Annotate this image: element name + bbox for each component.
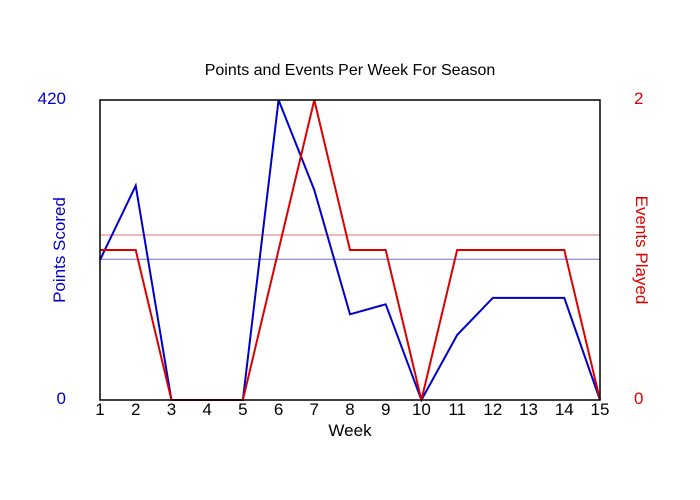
x-tick-label: 1 <box>95 400 105 419</box>
x-tick-label: 7 <box>309 400 320 419</box>
y-left-tick-max: 420 <box>37 89 66 108</box>
x-axis-label: Week <box>328 421 372 440</box>
x-tick-label: 15 <box>590 400 610 419</box>
events-played-line <box>100 99 601 401</box>
x-tick-label: 14 <box>554 400 574 419</box>
x-tick-label: 3 <box>166 400 177 419</box>
y-left-tick-min: 0 <box>56 389 66 408</box>
x-tick-label: 4 <box>202 400 212 419</box>
average-lines <box>100 234 600 260</box>
x-tick-label: 8 <box>345 400 355 419</box>
y-right-tick-min: 0 <box>634 389 644 408</box>
y-right-tick-max: 2 <box>634 89 644 108</box>
x-tick-label: 9 <box>380 400 391 419</box>
series-lines <box>99 99 601 403</box>
x-tick-label: 12 <box>483 400 503 419</box>
y-axis-label-right: Events Played <box>632 195 651 305</box>
x-tick-label: 2 <box>130 400 141 419</box>
chart-title: Points and Events Per Week For Season <box>204 62 496 79</box>
x-tick-label: 5 <box>238 400 248 419</box>
x-tick-label: 10 <box>411 400 431 419</box>
plot-frame <box>99 99 601 401</box>
x-tick-label: 13 <box>519 400 539 419</box>
x-tick-label: 6 <box>273 400 284 419</box>
y-axis-label-left: Points Scored <box>50 197 69 303</box>
x-tick-label: 11 <box>448 400 466 419</box>
